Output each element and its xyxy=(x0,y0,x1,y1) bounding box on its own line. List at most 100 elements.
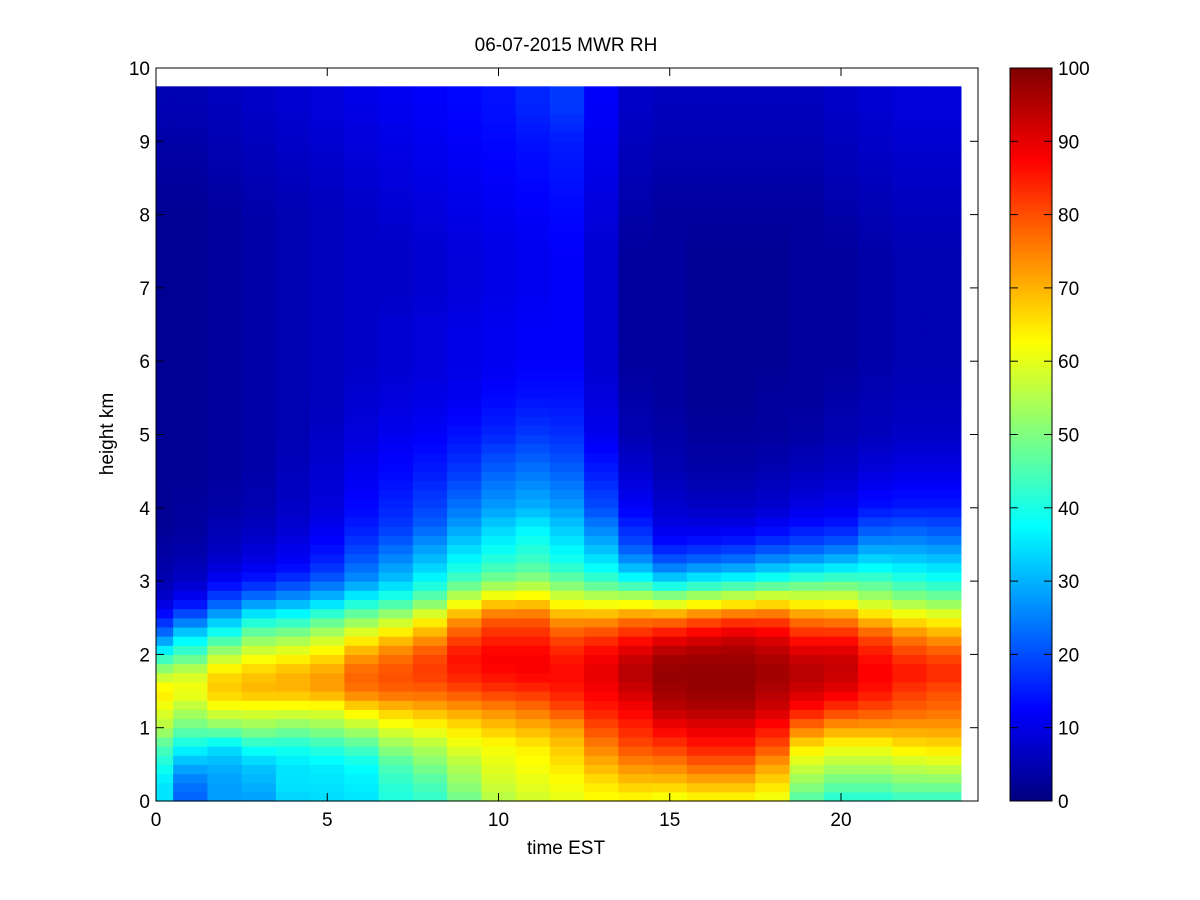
heatmap-cell xyxy=(481,333,517,344)
heatmap-cell xyxy=(481,232,517,243)
heatmap-cell xyxy=(173,132,208,142)
heatmap-cell xyxy=(173,581,208,591)
heatmap-cell xyxy=(686,681,722,692)
heatmap-cell xyxy=(173,599,208,610)
colorbar-tick-label: 80 xyxy=(1058,206,1079,227)
heatmap-cell xyxy=(515,434,551,445)
heatmap-cell xyxy=(378,104,414,115)
heatmap-cell xyxy=(549,590,585,601)
colorbar-frame xyxy=(1009,67,1053,802)
heatmap-cell xyxy=(310,342,345,353)
heatmap-cell xyxy=(241,718,277,729)
heatmap-cell xyxy=(275,480,311,491)
heatmap-cell xyxy=(823,516,859,527)
heatmap-cell xyxy=(173,526,208,536)
heatmap-cell xyxy=(549,562,585,573)
heatmap-cell xyxy=(412,709,448,720)
heatmap-cell xyxy=(344,205,380,216)
heatmap-cell xyxy=(207,177,243,188)
heatmap-cell xyxy=(241,205,277,216)
heatmap-cell xyxy=(173,746,208,756)
heatmap-cell xyxy=(378,700,414,710)
heatmap-cell xyxy=(823,480,859,491)
heatmap-cell xyxy=(618,782,654,793)
heatmap-cell xyxy=(378,86,414,97)
heatmap-cell xyxy=(412,608,448,619)
heatmap-cell xyxy=(721,260,756,271)
heatmap-cell xyxy=(584,773,619,784)
heatmap-cell xyxy=(823,159,859,170)
heatmap-cell xyxy=(241,507,277,518)
heatmap-cell xyxy=(344,342,380,353)
heatmap-cell xyxy=(755,196,791,207)
heatmap-cell xyxy=(892,379,928,390)
heatmap-cell xyxy=(241,736,277,747)
heatmap-cell xyxy=(789,205,825,216)
heatmap-cell xyxy=(412,691,448,701)
heatmap-cell xyxy=(515,352,551,362)
heatmap-cell xyxy=(481,159,517,170)
heatmap-cell xyxy=(858,526,893,536)
heatmap-cell xyxy=(156,691,174,701)
heatmap-cell xyxy=(686,86,722,97)
heatmap-cell xyxy=(447,278,482,289)
heatmap-cell xyxy=(515,562,551,573)
heatmap-cell xyxy=(926,434,962,445)
heatmap-cell xyxy=(926,654,962,665)
heatmap-cell xyxy=(412,251,448,262)
heatmap-cell xyxy=(686,709,722,720)
heatmap-cell xyxy=(156,636,174,646)
heatmap-cell xyxy=(618,379,654,390)
heatmap-cell xyxy=(686,599,722,610)
heatmap-cell xyxy=(858,562,893,573)
heatmap-cell xyxy=(652,132,688,142)
heatmap-cell xyxy=(447,636,482,646)
heatmap-cell xyxy=(584,416,619,426)
heatmap-cell xyxy=(549,516,585,527)
heatmap-cell xyxy=(310,709,345,720)
heatmap-cell xyxy=(515,196,551,207)
heatmap-cell xyxy=(275,177,311,188)
heatmap-cell xyxy=(892,315,928,326)
heatmap-cell xyxy=(892,755,928,765)
heatmap-cell xyxy=(275,150,311,161)
heatmap-cell xyxy=(584,379,619,390)
heatmap-cell xyxy=(173,205,208,216)
heatmap-cell xyxy=(207,535,243,546)
heatmap-cell xyxy=(755,526,791,536)
heatmap-cell xyxy=(173,104,208,115)
heatmap-cell xyxy=(412,232,448,243)
heatmap-cell xyxy=(892,141,928,152)
heatmap-cell xyxy=(275,132,311,142)
heatmap-cell xyxy=(310,113,345,124)
heatmap-cell xyxy=(156,223,174,234)
heatmap-cell xyxy=(755,122,791,133)
heatmap-cell xyxy=(275,260,311,271)
heatmap-cell xyxy=(618,86,654,97)
heatmap-cell xyxy=(755,150,791,161)
heatmap-cell xyxy=(447,113,482,124)
heatmap-cell xyxy=(755,571,791,582)
heatmap-cell xyxy=(926,782,962,793)
heatmap-cell xyxy=(207,755,243,765)
heatmap-cell xyxy=(241,196,277,207)
heatmap-cell xyxy=(344,461,380,472)
heatmap-cell xyxy=(412,416,448,426)
heatmap-cell xyxy=(378,691,414,701)
heatmap-cell xyxy=(156,269,174,280)
heatmap-cell xyxy=(241,122,277,133)
heatmap-cell xyxy=(344,122,380,133)
heatmap-cell xyxy=(823,654,859,665)
heatmap-cell xyxy=(173,196,208,207)
heatmap-cell xyxy=(686,764,722,775)
heatmap-cell xyxy=(584,388,619,399)
heatmap-cell xyxy=(686,452,722,463)
heatmap-cell xyxy=(481,526,517,536)
heatmap-cell xyxy=(310,242,345,252)
heatmap-cell xyxy=(275,141,311,152)
heatmap-cell xyxy=(447,297,482,307)
heatmap-cell xyxy=(618,177,654,188)
heatmap-cell xyxy=(412,553,448,564)
heatmap-cell xyxy=(412,269,448,280)
heatmap-cell xyxy=(789,214,825,225)
